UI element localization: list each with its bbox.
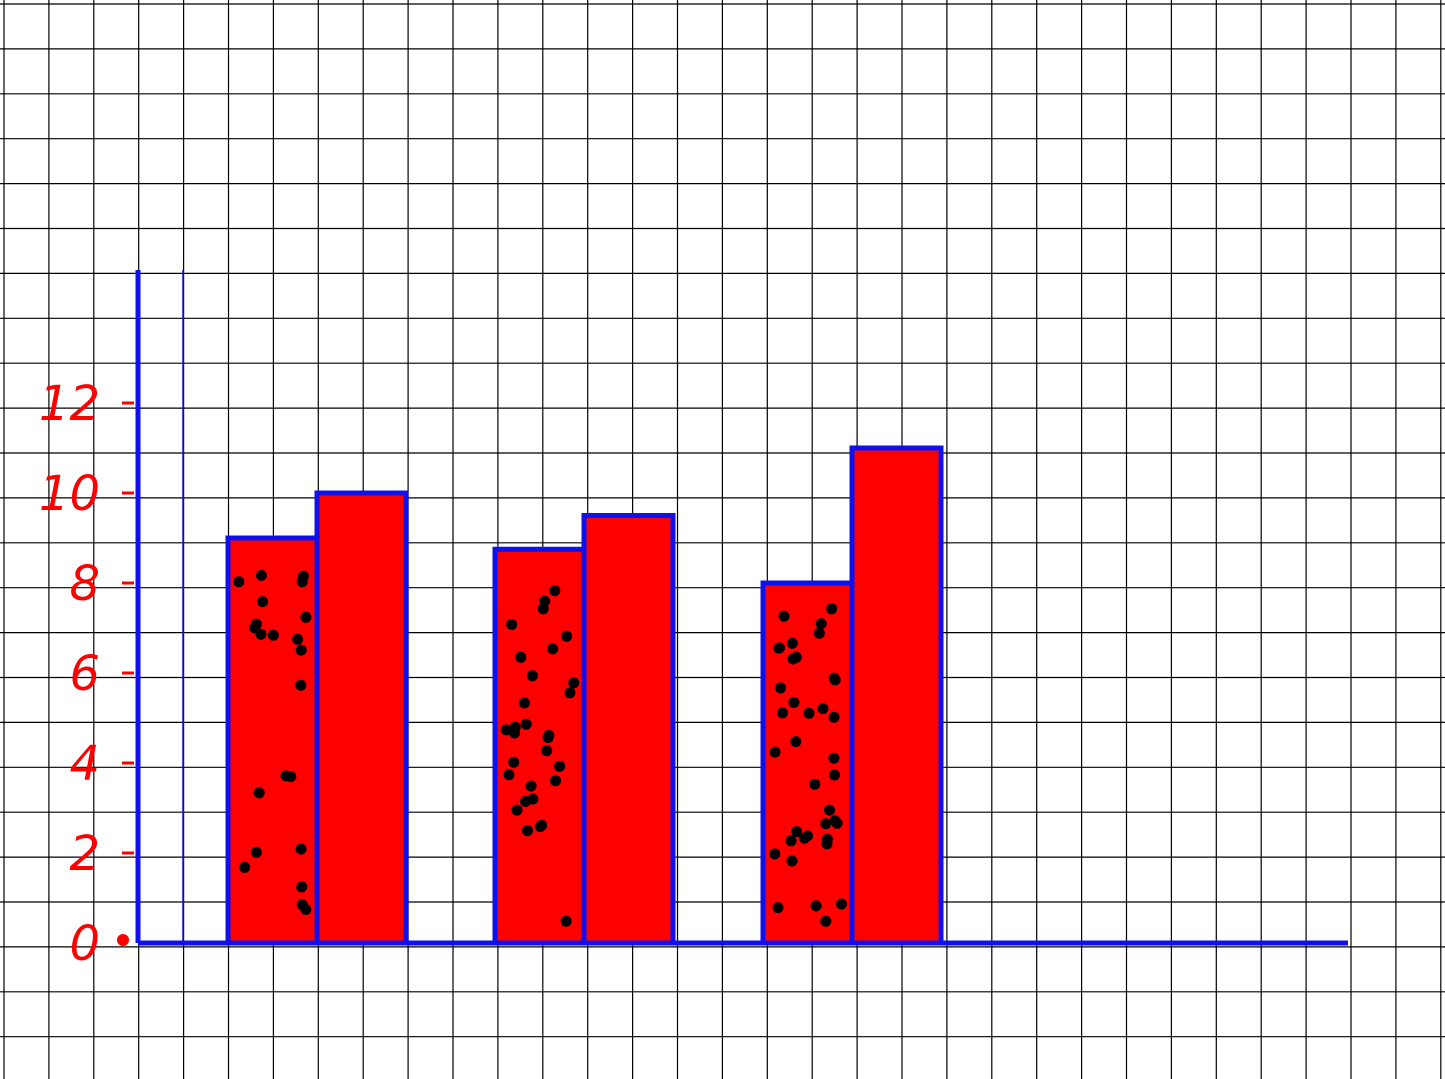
- y-tick-label: 4: [69, 736, 100, 792]
- bar-dot: [568, 677, 580, 689]
- bar-dot: [255, 569, 267, 581]
- bar-dot: [511, 804, 523, 816]
- bar-dot: [773, 642, 785, 654]
- y-tick-label: 12: [39, 376, 100, 432]
- bar-dot: [253, 787, 265, 799]
- bar-dot: [799, 832, 810, 844]
- bars-group: [225, 445, 944, 946]
- bar-dot: [786, 637, 798, 649]
- bar-dot: [564, 687, 576, 699]
- bar-dot: [257, 596, 269, 608]
- bar-dot: [280, 770, 292, 782]
- bar-dot: [526, 670, 538, 682]
- bar-dot: [249, 622, 261, 634]
- bar-dot: [515, 651, 527, 663]
- bar-dot: [820, 915, 832, 927]
- bar-dot: [522, 825, 533, 837]
- bar-solid-2: [581, 513, 676, 946]
- y-axis-ticks: 0 2 4 6 8 10 12: [39, 376, 134, 972]
- bar-dot: [543, 729, 555, 741]
- bar-dot: [296, 881, 308, 893]
- bar-dot: [554, 760, 566, 772]
- bar-dot: [519, 697, 530, 709]
- bar-dot: [803, 707, 815, 719]
- bar-dot: [534, 821, 546, 833]
- bar-dot: [809, 778, 821, 790]
- bar-dot: [541, 745, 553, 757]
- bar-dot: [520, 796, 531, 807]
- bar-dot: [769, 746, 781, 758]
- bar-dot: [550, 775, 561, 787]
- bar-dot: [549, 585, 561, 597]
- axes-group: [117, 270, 1348, 946]
- bar-dot: [500, 724, 512, 736]
- bar-dot: [509, 727, 520, 739]
- y-tick-label: 2: [69, 826, 100, 882]
- bar-dot: [295, 644, 307, 656]
- bar-dot: [233, 576, 245, 588]
- y-tick-label: 10: [39, 466, 100, 522]
- bar-dotted-3: [760, 580, 855, 946]
- bar-dot: [790, 736, 802, 748]
- bar-dot: [828, 752, 840, 764]
- bar-dot: [826, 603, 838, 615]
- bar-dot: [267, 629, 279, 641]
- bar-dot: [525, 780, 537, 792]
- bar-dot: [772, 902, 784, 914]
- bar-dot: [300, 904, 312, 915]
- bar-dot: [791, 826, 803, 838]
- bar-dot: [239, 861, 251, 873]
- bar-dotted-2: [492, 546, 587, 946]
- bar-dot: [788, 696, 800, 708]
- bar-solid-3: [849, 445, 944, 946]
- bar-dot: [547, 643, 559, 655]
- origin-dot: [117, 934, 129, 946]
- bar-dot: [250, 846, 262, 858]
- bar-dot: [824, 804, 835, 816]
- bar-dot: [295, 679, 307, 691]
- bar-solid-1: [314, 490, 409, 946]
- bar-dot: [520, 718, 532, 730]
- bar-dot: [786, 855, 798, 867]
- bar-dot: [829, 674, 841, 686]
- bar-dot: [560, 915, 572, 927]
- bar-dot: [775, 682, 787, 694]
- y-tick-label: 6: [69, 646, 100, 702]
- bar-dot: [561, 630, 573, 642]
- bar-dot: [836, 898, 847, 910]
- y-tick-label: 8: [69, 556, 100, 612]
- bar-dot: [292, 633, 304, 645]
- bar-dot: [810, 900, 822, 912]
- bar-dot: [829, 769, 840, 781]
- bar-dot: [829, 815, 841, 827]
- bar-dot: [778, 610, 790, 622]
- bar-dot: [769, 848, 781, 860]
- y-tick-label: 0: [69, 916, 100, 972]
- bar-dot: [815, 618, 827, 630]
- bar-dot: [508, 756, 520, 768]
- bar-dot: [820, 818, 832, 830]
- bar-dot: [296, 576, 308, 588]
- bar-dotted-1: [225, 535, 320, 946]
- bar-dot: [539, 595, 551, 607]
- bar-dot: [777, 707, 788, 719]
- bar-dot: [828, 711, 840, 723]
- bar-dot: [503, 769, 515, 781]
- bar-dot: [817, 703, 829, 715]
- bar-dot: [787, 653, 799, 665]
- bar-dot: [295, 843, 307, 855]
- bar-dot: [506, 619, 518, 630]
- bar-dot: [300, 611, 312, 623]
- bar-dot: [813, 627, 825, 639]
- bar-dot: [821, 833, 833, 845]
- bar-dot: [785, 835, 797, 847]
